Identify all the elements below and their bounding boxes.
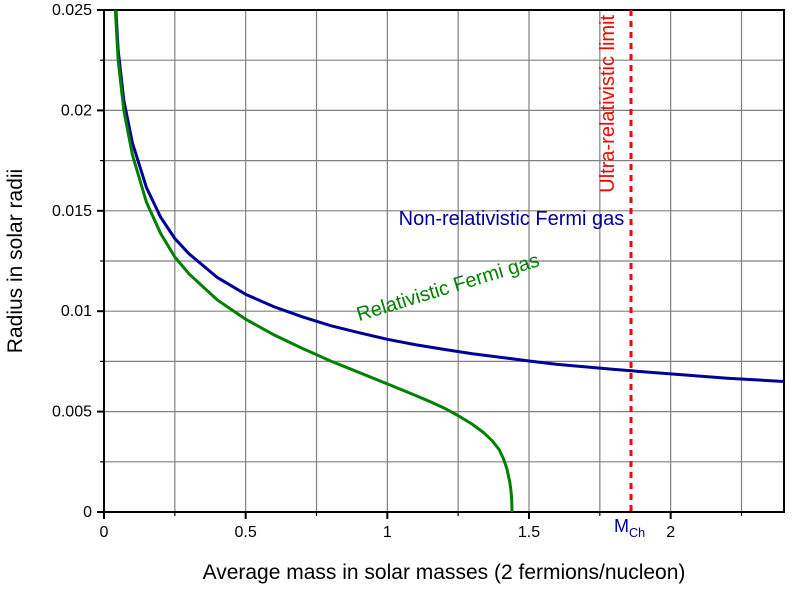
ytick-label: 0.005 (52, 404, 92, 421)
nonrelativistic-label: Non-relativistic Fermi gas (399, 208, 625, 230)
ultra-relativistic-limit-label: Ultra-relativistic limit (597, 15, 619, 193)
xtick-label: 0 (100, 524, 109, 541)
xtick-label: 0.5 (235, 524, 257, 541)
x-axis-label: Average mass in solar masses (2 fermions… (203, 561, 686, 584)
ytick-label: 0 (83, 504, 92, 521)
fermi-gas-chart: 0 0.5 1 1.5 2 0 0.005 0.01 0.015 0.02 0.025 Average… (0, 0, 800, 597)
ytick-label: 0.015 (52, 203, 92, 220)
ytick-label: 0.01 (61, 303, 92, 320)
ytick-label: 0.02 (61, 102, 92, 119)
xtick-label: 2 (666, 524, 675, 541)
ytick-label: 0.025 (52, 2, 92, 19)
xtick-label: 1.5 (518, 524, 540, 541)
xtick-label: 1 (383, 524, 392, 541)
y-axis-label: Radius in solar radii (4, 169, 27, 353)
